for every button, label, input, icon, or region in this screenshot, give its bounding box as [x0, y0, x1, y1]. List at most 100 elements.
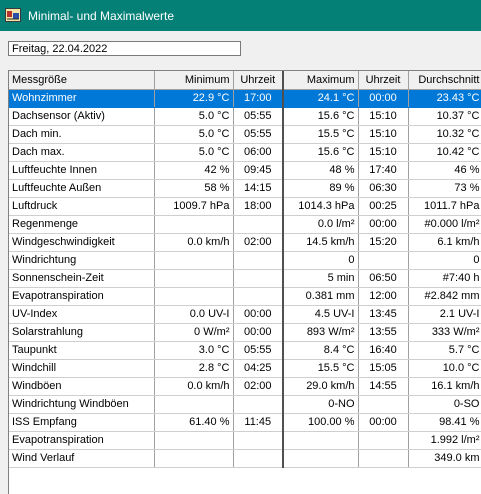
cell-maximum: 893 W/m² [283, 323, 359, 342]
cell-messgroesse: Evapotranspiration [9, 431, 155, 450]
cell-messgroesse: Regenmenge [9, 215, 155, 234]
table-row[interactable]: Windrichtung Windböen 0-NO 0-SO [9, 395, 481, 414]
cell-durchschnitt: 0-SO [408, 395, 481, 414]
cell-maximum: 14.5 km/h [283, 233, 359, 252]
cell-uhrzeit-max: 15:10 [358, 125, 409, 144]
cell-durchschnitt: #2.842 mm [408, 287, 481, 306]
cell-uhrzeit-min: 04:25 [233, 359, 284, 378]
cell-uhrzeit-min: 14:15 [233, 179, 284, 198]
table-row[interactable]: Evapotranspiration 0.381 mm 12:00 #2.842 mm [9, 287, 481, 306]
cell-minimum: 0.0 km/h [154, 233, 234, 252]
table-row[interactable]: Wind Verlauf 349.0 km [9, 449, 481, 468]
table-row[interactable]: Sonnenschein-Zeit 5 min 06:50 #7:40 h [9, 269, 481, 288]
cell-messgroesse: Dach max. [9, 143, 155, 162]
table-row[interactable]: Windrichtung 0 0 [9, 251, 481, 270]
cell-minimum: 5.0 °C [154, 125, 234, 144]
cell-minimum: 0.0 km/h [154, 377, 234, 396]
cell-minimum: 61.40 % [154, 413, 234, 432]
table-row[interactable]: Luftfeuchte Innen 42 % 09:45 48 % 17:40 46 % [9, 161, 481, 180]
date-field[interactable]: Freitag, 22.04.2022 [8, 41, 241, 56]
cell-messgroesse: Luftfeuchte Innen [9, 161, 155, 180]
cell-maximum: 89 % [283, 179, 359, 198]
cell-messgroesse: Windgeschwindigkeit [9, 233, 155, 252]
cell-minimum: 42 % [154, 161, 234, 180]
cell-uhrzeit-max: 00:00 [358, 215, 409, 234]
cell-uhrzeit-max: 13:45 [358, 305, 409, 324]
cell-minimum [154, 431, 234, 450]
cell-uhrzeit-max: 14:55 [358, 377, 409, 396]
cell-uhrzeit-min: 05:55 [233, 107, 284, 126]
min-max-table: Messgröße Minimum Uhrzeit Maximum Uhrzei… [9, 71, 481, 468]
cell-durchschnitt: 46 % [408, 161, 481, 180]
header-durchschnitt[interactable]: Durchschnitt [408, 71, 481, 90]
cell-maximum: 15.5 °C [283, 359, 359, 378]
header-uhrzeit-max[interactable]: Uhrzeit [358, 71, 409, 90]
header-maximum[interactable]: Maximum [283, 71, 359, 90]
cell-maximum: 100.00 % [283, 413, 359, 432]
cell-minimum [154, 269, 234, 288]
cell-uhrzeit-max [358, 251, 409, 270]
cell-uhrzeit-max: 15:05 [358, 359, 409, 378]
cell-uhrzeit-min [233, 269, 284, 288]
cell-uhrzeit-max: 00:25 [358, 197, 409, 216]
header-messgroesse[interactable]: Messgröße [9, 71, 155, 90]
cell-uhrzeit-max: 00:00 [358, 89, 409, 108]
table-row[interactable]: Dachsensor (Aktiv) 5.0 °C 05:55 15.6 °C 15:1… [9, 107, 481, 126]
table-row[interactable]: Windchill 2.8 °C 04:25 15.5 °C 15:05 10.0 °C [9, 359, 481, 378]
header-uhrzeit-min[interactable]: Uhrzeit [233, 71, 284, 90]
min-max-grid[interactable]: Messgröße Minimum Uhrzeit Maximum Uhrzei… [8, 70, 481, 494]
title-bar: Minimal- und Maximalwerte [0, 0, 481, 31]
cell-messgroesse: ISS Empfang [9, 413, 155, 432]
table-row[interactable]: Taupunkt 3.0 °C 05:55 8.4 °C 16:40 5.7 °C [9, 341, 481, 360]
cell-uhrzeit-max: 06:30 [358, 179, 409, 198]
cell-uhrzeit-max: 15:20 [358, 233, 409, 252]
cell-messgroesse: Solarstrahlung [9, 323, 155, 342]
table-row[interactable]: Solarstrahlung 0 W/m² 00:00 893 W/m² 13:55 33… [9, 323, 481, 342]
cell-uhrzeit-min: 06:00 [233, 143, 284, 162]
table-row[interactable]: Luftfeuchte Außen 58 % 14:15 89 % 06:30 73 % [9, 179, 481, 198]
table-row[interactable]: Dach max. 5.0 °C 06:00 15.6 °C 15:10 10.42 °C [9, 143, 481, 162]
cell-maximum: 8.4 °C [283, 341, 359, 360]
table-row[interactable]: Luftdruck 1009.7 hPa 18:00 1014.3 hPa 00:25 1… [9, 197, 481, 216]
cell-durchschnitt: 1011.7 hPa [408, 197, 481, 216]
cell-maximum: 0.381 mm [283, 287, 359, 306]
cell-uhrzeit-min: 02:00 [233, 377, 284, 396]
cell-uhrzeit-min [233, 431, 284, 450]
cell-maximum: 15.6 °C [283, 143, 359, 162]
cell-messgroesse: UV-Index [9, 305, 155, 324]
cell-minimum [154, 449, 234, 468]
table-row[interactable]: ISS Empfang 61.40 % 11:45 100.00 % 00:00 98.4… [9, 413, 481, 432]
cell-minimum: 5.0 °C [154, 143, 234, 162]
cell-uhrzeit-min: 05:55 [233, 125, 284, 144]
cell-minimum [154, 287, 234, 306]
cell-minimum [154, 395, 234, 414]
cell-messgroesse: Wohnzimmer [9, 89, 155, 108]
table-row[interactable]: Dach min. 5.0 °C 05:55 15.5 °C 15:10 10.32 °C [9, 125, 481, 144]
cell-durchschnitt: 16.1 km/h [408, 377, 481, 396]
cell-durchschnitt: #0.000 l/m² [408, 215, 481, 234]
cell-minimum: 1009.7 hPa [154, 197, 234, 216]
cell-uhrzeit-max: 12:00 [358, 287, 409, 306]
cell-uhrzeit-min: 00:00 [233, 305, 284, 324]
table-row[interactable]: Evapotranspiration 1.992 l/m² [9, 431, 481, 450]
cell-uhrzeit-min [233, 215, 284, 234]
table-row[interactable]: Windböen 0.0 km/h 02:00 29.0 km/h 14:55 16.1 … [9, 377, 481, 396]
table-header-row: Messgröße Minimum Uhrzeit Maximum Uhrzei… [9, 71, 481, 90]
cell-uhrzeit-max: 15:10 [358, 143, 409, 162]
cell-uhrzeit-max: 06:50 [358, 269, 409, 288]
cell-messgroesse: Dach min. [9, 125, 155, 144]
cell-minimum: 0 W/m² [154, 323, 234, 342]
header-minimum[interactable]: Minimum [154, 71, 234, 90]
cell-messgroesse: Windrichtung Windböen [9, 395, 155, 414]
thermometer-app-icon [5, 8, 21, 22]
table-row[interactable]: Windgeschwindigkeit 0.0 km/h 02:00 14.5 km/… [9, 233, 481, 252]
cell-uhrzeit-max: 16:40 [358, 341, 409, 360]
cell-durchschnitt: 1.992 l/m² [408, 431, 481, 450]
table-row[interactable]: UV-Index 0.0 UV-I 00:00 4.5 UV-I 13:45 2.1 UV… [9, 305, 481, 324]
cell-minimum: 3.0 °C [154, 341, 234, 360]
table-row[interactable]: Wohnzimmer 22.9 °C 17:00 24.1 °C 00:00 23.43 … [9, 89, 481, 108]
table-row[interactable]: Regenmenge 0.0 l/m² 00:00 #0.000 l/m² [9, 215, 481, 234]
cell-messgroesse: Wind Verlauf [9, 449, 155, 468]
cell-minimum: 58 % [154, 179, 234, 198]
cell-minimum: 0.0 UV-I [154, 305, 234, 324]
